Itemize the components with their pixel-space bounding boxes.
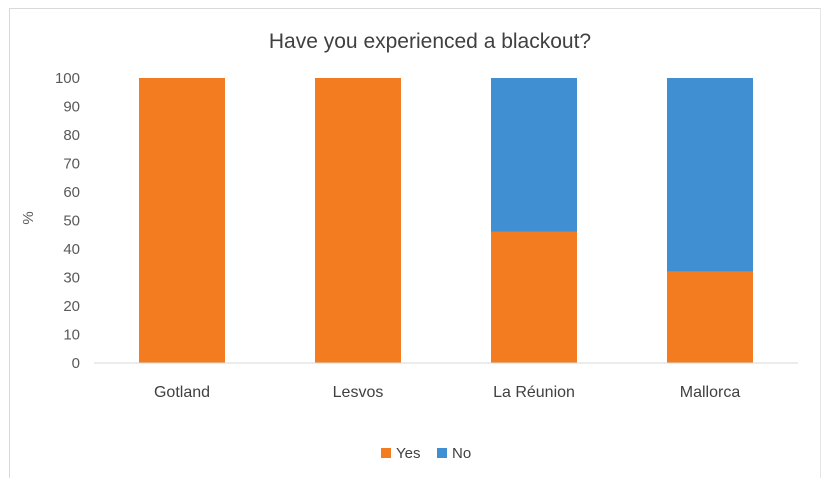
y-tick-label: 10 — [63, 327, 80, 344]
y-tick-label: 50 — [63, 213, 80, 230]
y-tick-label: 0 — [72, 355, 80, 372]
bar-yes-1 — [315, 78, 401, 363]
bar-no-3 — [667, 78, 753, 272]
chart-title: Have you experienced a blackout? — [269, 30, 591, 53]
y-tick-label: 80 — [63, 127, 80, 144]
x-category-label: La Réunion — [493, 384, 575, 401]
y-axis-title: % — [20, 211, 37, 224]
y-axis-ticks: 0 10 20 30 40 50 60 70 80 90 100 — [55, 70, 80, 372]
y-tick-label: 100 — [55, 70, 80, 87]
legend-swatch-no — [437, 448, 447, 458]
y-tick-label: 90 — [63, 99, 80, 116]
x-category-label: Mallorca — [680, 384, 741, 401]
y-tick-label: 40 — [63, 241, 80, 258]
y-tick-label: 70 — [63, 156, 80, 173]
x-axis-labels: Gotland Lesvos La Réunion Mallorca — [154, 384, 740, 401]
bar-yes-0 — [139, 78, 225, 363]
y-tick-label: 60 — [63, 184, 80, 201]
y-tick-label: 30 — [63, 270, 80, 287]
y-tick-label: 20 — [63, 298, 80, 315]
bar-yes-3 — [667, 271, 753, 363]
legend-label-yes: Yes — [396, 445, 420, 462]
bars — [139, 78, 753, 363]
chart-frame — [9, 8, 821, 478]
legend: Yes No — [381, 445, 471, 462]
x-category-label: Gotland — [154, 384, 210, 401]
bar-yes-2 — [491, 231, 577, 363]
x-category-label: Lesvos — [333, 384, 384, 401]
bar-no-2 — [491, 78, 577, 232]
legend-label-no: No — [452, 445, 471, 462]
legend-swatch-yes — [381, 448, 391, 458]
